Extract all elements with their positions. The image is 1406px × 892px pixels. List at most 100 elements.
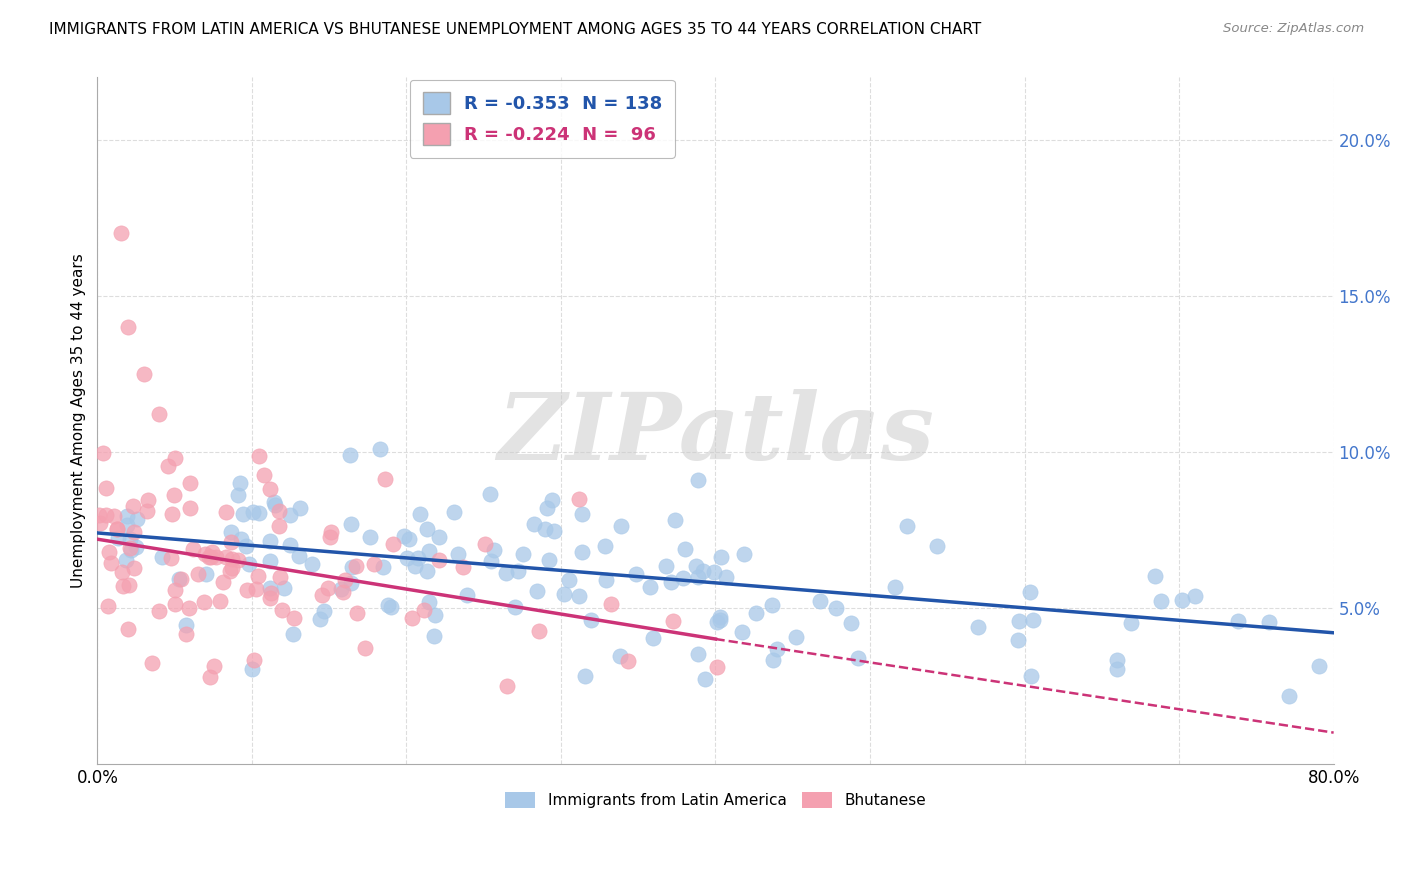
Text: IMMIGRANTS FROM LATIN AMERICA VS BHUTANESE UNEMPLOYMENT AMONG AGES 35 TO 44 YEAR: IMMIGRANTS FROM LATIN AMERICA VS BHUTANE… — [49, 22, 981, 37]
Point — [1007, 632, 1029, 647]
Point — [165, 597, 187, 611]
Point — [381, 537, 404, 551]
Point — [314, 604, 336, 618]
Point — [301, 557, 323, 571]
Point — [132, 367, 155, 381]
Point — [526, 584, 548, 599]
Point — [174, 626, 197, 640]
Point — [288, 549, 311, 563]
Point — [409, 507, 432, 521]
Point — [208, 594, 231, 608]
Point — [311, 588, 333, 602]
Point — [686, 648, 709, 662]
Point — [97, 599, 120, 614]
Point — [377, 598, 399, 612]
Point — [415, 522, 437, 536]
Point — [193, 595, 215, 609]
Point — [1308, 659, 1330, 673]
Point — [247, 569, 270, 583]
Point — [785, 630, 807, 644]
Point — [374, 472, 396, 486]
Text: ZIPatlas: ZIPatlas — [496, 389, 934, 479]
Point — [226, 553, 249, 567]
Point — [363, 558, 385, 572]
Point — [240, 663, 263, 677]
Point — [278, 538, 301, 552]
Point — [359, 530, 381, 544]
Point — [229, 476, 252, 491]
Point — [330, 582, 353, 596]
Point — [1019, 668, 1042, 682]
Point — [194, 566, 217, 581]
Point — [198, 670, 221, 684]
Point — [247, 449, 270, 463]
Point — [235, 582, 257, 597]
Point — [599, 597, 621, 611]
Point — [117, 622, 139, 636]
Point — [626, 566, 648, 581]
Y-axis label: Unemployment Among Ages 35 to 44 years: Unemployment Among Ages 35 to 44 years — [72, 253, 86, 588]
Point — [543, 524, 565, 538]
Point — [162, 507, 184, 521]
Point — [212, 575, 235, 590]
Point — [115, 553, 138, 567]
Point — [98, 545, 121, 559]
Point — [533, 522, 555, 536]
Point — [664, 513, 686, 527]
Point — [346, 606, 368, 620]
Point — [117, 509, 139, 524]
Point — [423, 629, 446, 643]
Point — [120, 543, 142, 558]
Point — [398, 532, 420, 546]
Point — [194, 547, 217, 561]
Point — [112, 578, 135, 592]
Point — [765, 641, 787, 656]
Point — [1022, 613, 1045, 627]
Point — [693, 672, 716, 686]
Point — [1170, 593, 1192, 607]
Point — [319, 525, 342, 540]
Point — [643, 631, 665, 645]
Point — [733, 547, 755, 561]
Point — [692, 564, 714, 578]
Point — [617, 654, 640, 668]
Point — [1144, 568, 1167, 582]
Point — [122, 561, 145, 575]
Point — [124, 525, 146, 540]
Point — [273, 581, 295, 595]
Point — [181, 541, 204, 556]
Point — [226, 488, 249, 502]
Point — [219, 534, 242, 549]
Point — [1258, 615, 1281, 629]
Point — [198, 550, 221, 565]
Point — [392, 529, 415, 543]
Legend: Immigrants from Latin America, Bhutanese: Immigrants from Latin America, Bhutanese — [499, 787, 932, 814]
Point — [344, 559, 367, 574]
Point — [103, 509, 125, 524]
Point — [259, 591, 281, 605]
Point — [659, 574, 682, 589]
Point — [263, 495, 285, 509]
Point — [568, 590, 591, 604]
Point — [263, 498, 285, 512]
Point — [354, 640, 377, 655]
Point — [120, 532, 142, 546]
Point — [1018, 585, 1040, 599]
Point — [744, 607, 766, 621]
Point — [710, 550, 733, 565]
Point — [479, 487, 502, 501]
Point — [163, 488, 186, 502]
Point — [89, 508, 111, 522]
Point — [1227, 614, 1250, 628]
Point — [688, 570, 710, 584]
Point — [404, 559, 426, 574]
Point — [553, 587, 575, 601]
Point — [479, 554, 502, 568]
Point — [709, 613, 731, 627]
Point — [148, 408, 170, 422]
Point — [340, 560, 363, 574]
Point — [495, 679, 517, 693]
Point — [762, 653, 785, 667]
Point — [179, 501, 201, 516]
Point — [219, 525, 242, 540]
